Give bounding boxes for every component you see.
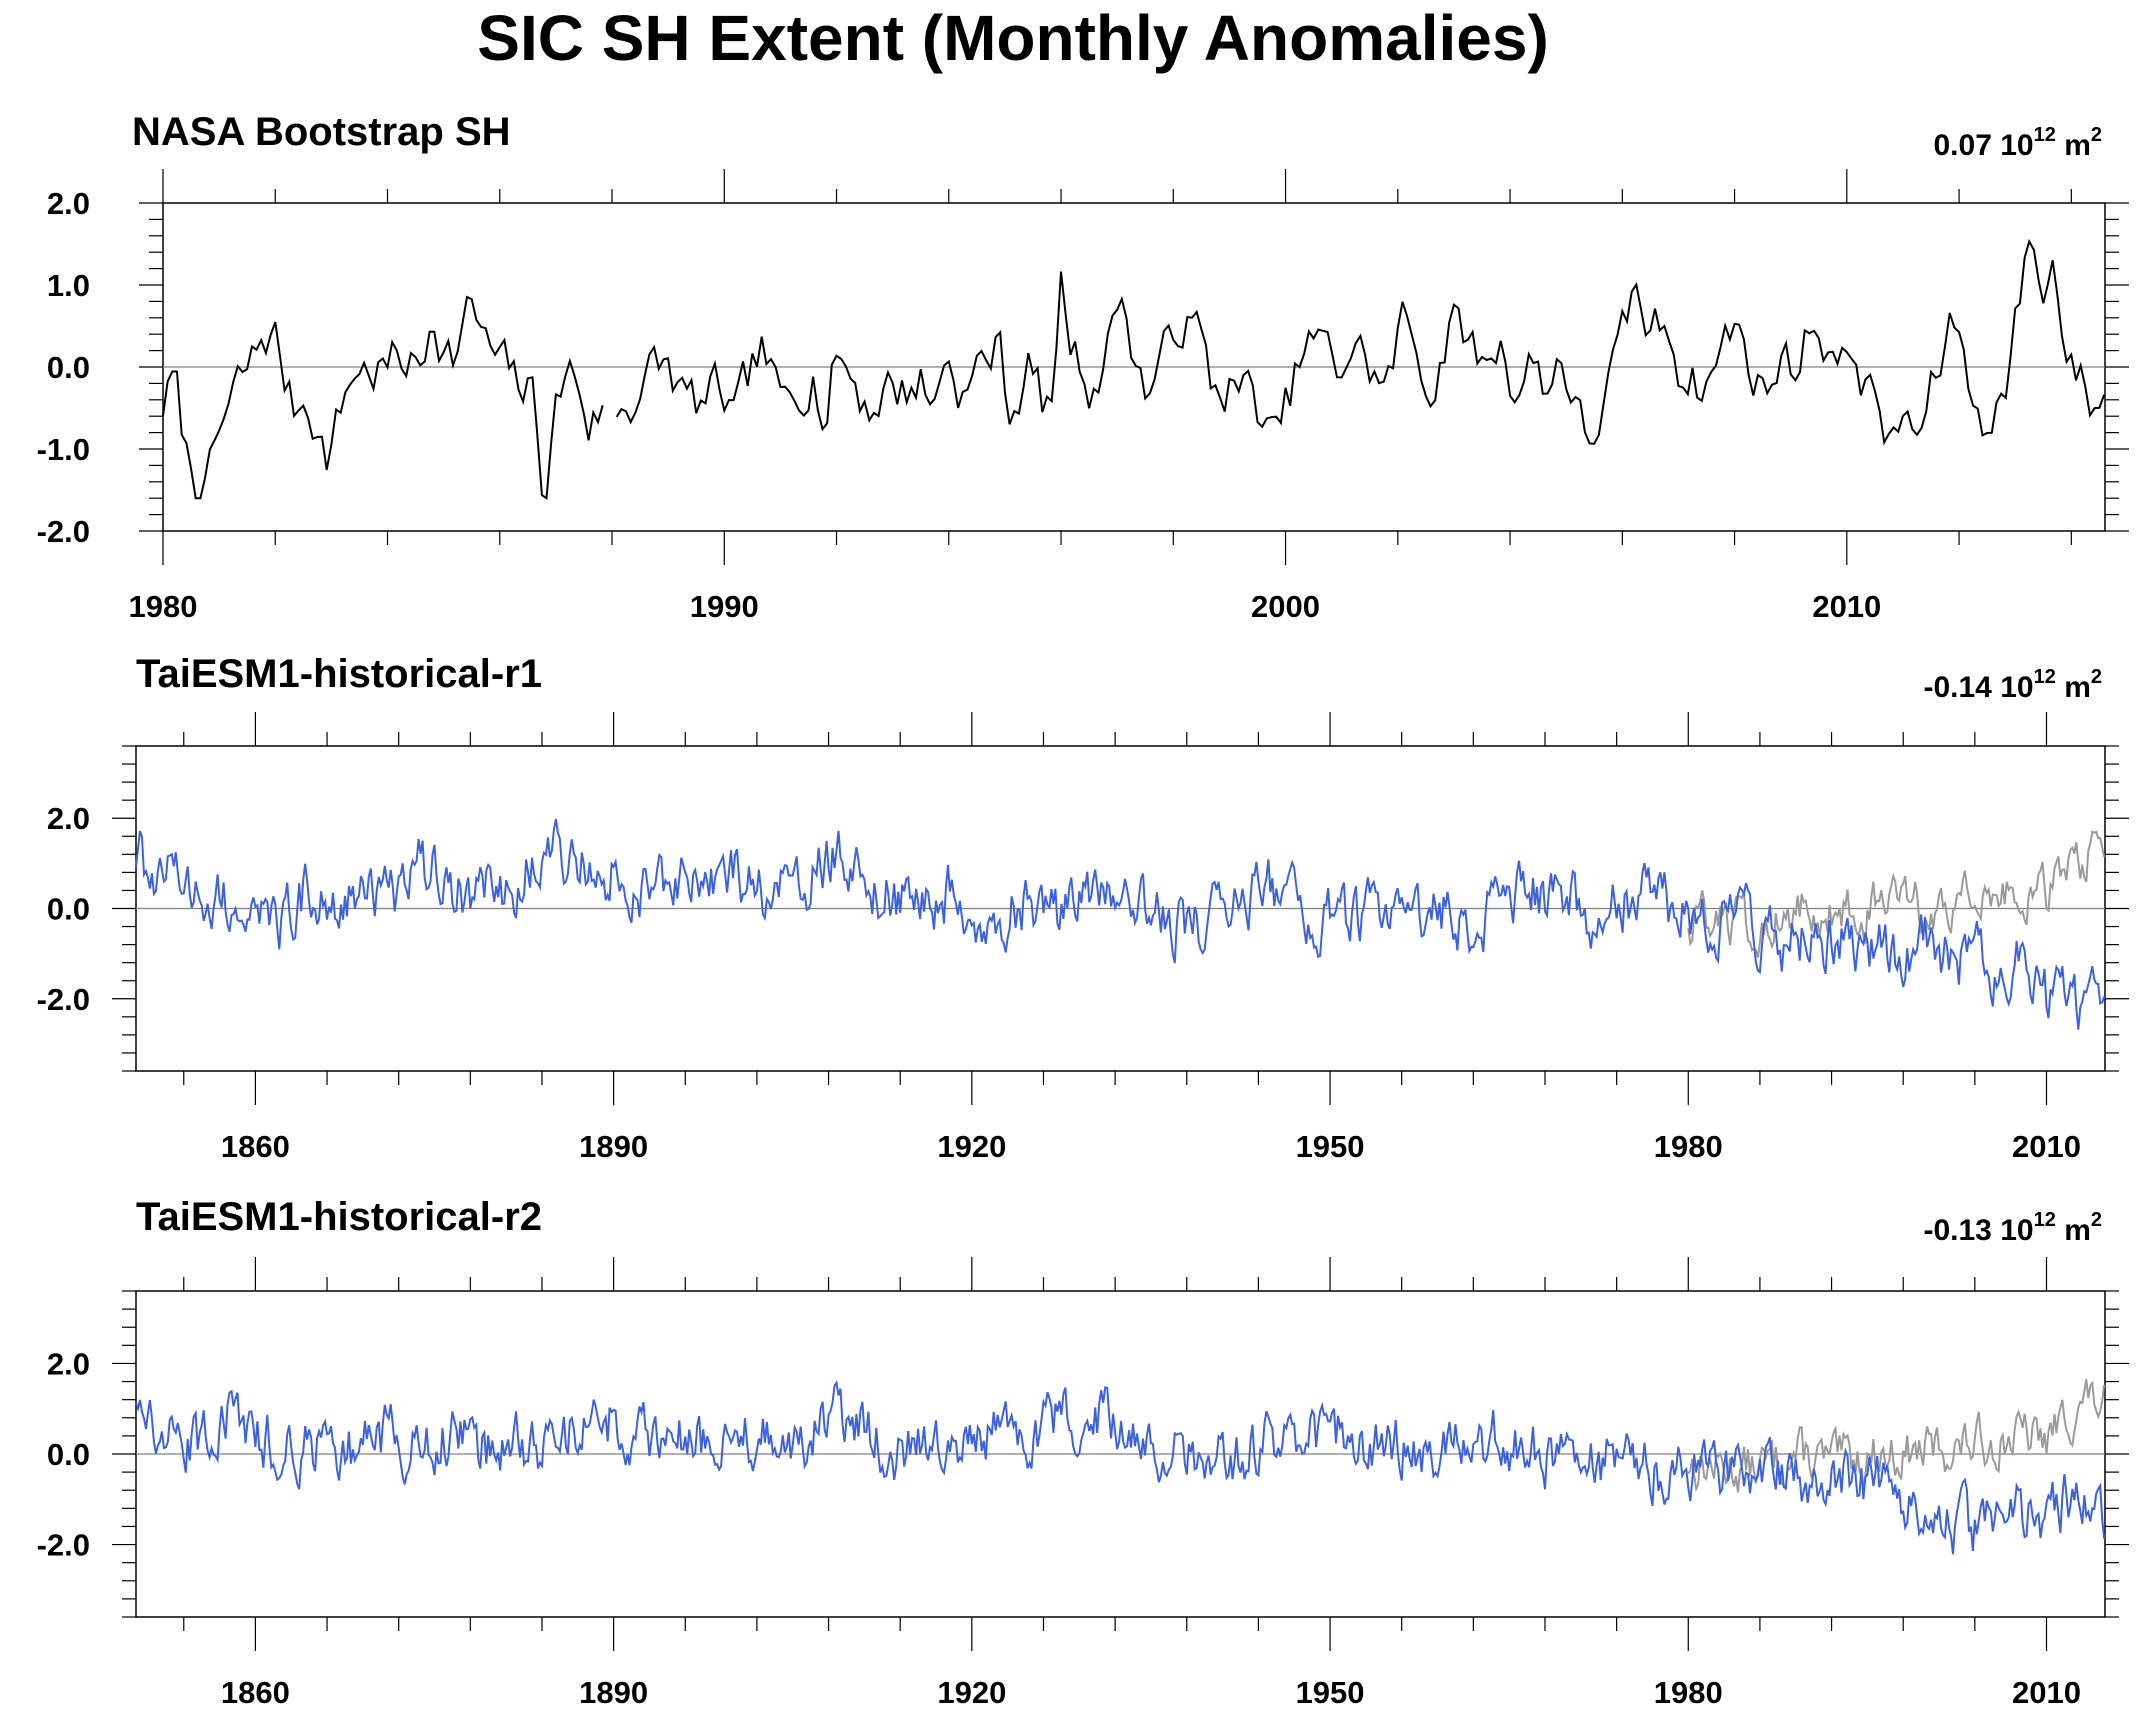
panel-title: TaiESM1-historical-r2: [136, 1195, 542, 1239]
x-tick-label: 1950: [1296, 1129, 1365, 1164]
series-model-line: [135, 1379, 2106, 1555]
series-observed-overlay-line: [1687, 1379, 2106, 1493]
x-tick-label: 1860: [221, 1129, 290, 1164]
series-observed-overlay-line: [1687, 830, 2106, 958]
x-tick-label: 1920: [937, 1129, 1006, 1164]
x-tick-label: 1950: [1296, 1675, 1365, 1710]
y-tick-label: 2.0: [47, 801, 90, 836]
x-tick-label: 1980: [1654, 1675, 1723, 1710]
panel-title: NASA Bootstrap SH: [132, 110, 511, 154]
x-tick-label: 1980: [1654, 1129, 1723, 1164]
plot-area: -2.0 0.0 2.0 1860 1890 1920 1950 1980 2010: [37, 1257, 2129, 1710]
panel-mean-label: 0.07 1012 m2: [1933, 124, 2102, 162]
x-tick-label: 2010: [2012, 1675, 2081, 1710]
series-observed-line: [162, 295, 604, 500]
x-tick-label: 2010: [2012, 1129, 2081, 1164]
series-model-line: [135, 818, 2106, 1030]
y-tick-label: 2.0: [47, 1346, 90, 1381]
x-tick-label: 1920: [937, 1675, 1006, 1710]
x-tick-label: 1890: [579, 1129, 648, 1164]
panel-taiesm1-r2: TaiESM1-historical-r2 -0.13 1012 m2 -2.0…: [37, 1195, 2129, 1710]
x-tick-label: 2010: [1812, 589, 1881, 624]
x-tick-label: 1860: [221, 1675, 290, 1710]
y-tick-label: 1.0: [47, 268, 90, 303]
y-tick-label: -1.0: [37, 432, 90, 467]
panel-mean-label: -0.14 1012 m2: [1923, 666, 2102, 704]
x-tick-label: 2000: [1251, 589, 1320, 624]
x-tick-label: 1980: [129, 589, 198, 624]
y-tick-label: -2.0: [37, 982, 90, 1017]
x-tick-label: 1990: [690, 589, 759, 624]
series-observed-line: [615, 238, 2106, 446]
y-tick-label: -2.0: [37, 1528, 90, 1563]
y-tick-label: 0.0: [47, 892, 90, 927]
y-tick-label: 0.0: [47, 350, 90, 385]
panel-title: TaiESM1-historical-r1: [136, 652, 542, 696]
panel-taiesm1-r1: TaiESM1-historical-r1 -0.14 1012 m2 -2.0…: [37, 652, 2129, 1164]
panel-mean-label: -0.13 1012 m2: [1923, 1209, 2102, 1247]
plot-area: -2.0 0.0 2.0 1860 1890 1920 1950 1980 2010: [37, 712, 2129, 1164]
panel-nasa-bootstrap: NASA Bootstrap SH 0.07 1012 m2 -2.0 -1.0 0…: [37, 110, 2129, 624]
y-tick-label: 0.0: [47, 1437, 90, 1472]
y-tick-label: 2.0: [47, 186, 90, 221]
plot-area: -2.0 -1.0 0.0 1.0 2.0 1980 1990 2000 2010: [37, 169, 2129, 624]
figure-title: SIC SH Extent (Monthly Anomalies): [477, 2, 1549, 74]
x-tick-label: 1890: [579, 1675, 648, 1710]
y-tick-label: -2.0: [37, 514, 90, 549]
